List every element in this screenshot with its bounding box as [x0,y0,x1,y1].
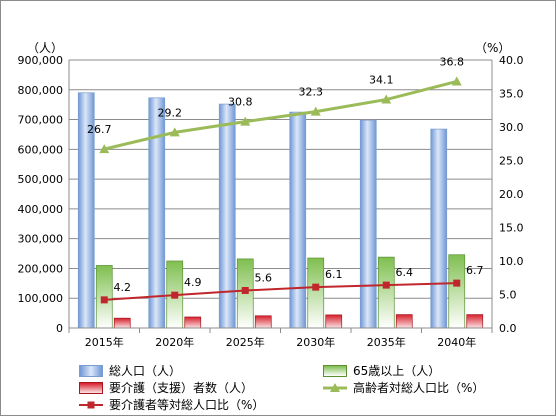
marker-elderly-ratio [451,76,462,86]
y-left-tick-label: 500,000 [18,173,64,186]
legend-label-care-ratio: 要介護者等対総人口比（%） [109,398,265,412]
legend-swatch-care-ratio [79,401,103,409]
marker-care-ratio [241,286,249,294]
bar-elderly [448,254,466,329]
line-care-ratio [104,282,457,301]
x-tick-label: 2025年 [226,335,265,349]
y-right-tick-label: 5.0 [499,289,517,302]
legend-label-care-recipients: 要介護（支援）者数（人） [109,381,254,395]
y-left-tick-label: 200,000 [18,262,64,275]
y-right-tick-label: 35.0 [499,88,524,101]
y-right-tick-label: 20.0 [499,188,524,201]
bar-total-population [218,103,236,329]
marker-elderly-ratio [381,94,392,104]
line-elderly-ratio [103,79,458,151]
marker-elderly-ratio [310,106,321,116]
data-label-elderly-ratio: 26.7 [87,123,112,136]
legend-label-total-population: 総人口（人） [109,364,182,378]
legend-label-elderly: 65歳以上（人） [353,364,441,378]
data-label-elderly-ratio: 36.8 [440,55,465,68]
chart: 0 100,000 200,000 300,000 400,000 500,000 600,… [18,41,524,349]
y-right-tick-label: 40.0 [499,54,524,67]
y-left-unit: （人） [27,41,63,55]
data-label-elderly-ratio: 34.1 [369,74,394,87]
bar-total-population [359,119,377,329]
marker-care-ratio [312,283,320,291]
marker-elderly-ratio [99,144,110,154]
y-left-tick-label: 600,000 [18,143,64,156]
bar-care-recipients [466,314,484,329]
y-right-tick-label: 15.0 [499,222,524,235]
marker-care-ratio [100,296,108,304]
y-right-unit: （%） [475,41,510,55]
data-label-care-ratio: 4.2 [114,281,132,294]
bar-care-recipients [254,315,272,329]
x-tick-label: 2035年 [367,335,406,349]
data-label-care-ratio: 6.1 [325,268,343,281]
data-label-elderly-ratio: 30.8 [228,96,253,109]
y-right-tick-label: 0.0 [499,322,517,335]
y-right-tick-label: 25.0 [499,155,524,168]
legend: 総人口（人） 65歳以上（人） 要介護（支援）者数（人） 高齢者対総人口比（%）… [79,363,519,413]
legend-swatch-elderly-ratio [323,383,347,392]
bar-care-recipients [395,314,413,329]
bar-care-recipients [113,317,131,329]
data-label-care-ratio: 5.6 [255,271,273,284]
x-tick-label: 2040年 [437,335,476,349]
y-left-tick-label: 100,000 [18,292,64,305]
y-left-tick-label: 0 [56,322,63,335]
legend-swatch-care-recipients [79,382,103,394]
y-left-tick-label: 900,000 [18,54,64,67]
marker-elderly-ratio [240,116,251,126]
data-label-elderly-ratio: 29.2 [158,106,183,119]
marker-care-ratio [171,291,179,299]
data-label-care-ratio: 4.9 [184,276,202,289]
bar-total-population [430,128,448,329]
bar-care-recipients [325,314,343,329]
data-label-care-ratio: 6.4 [396,266,414,279]
y-left-tick-label: 400,000 [18,203,64,216]
x-tick-label: 2015年 [85,335,124,349]
x-tick-label: 2030年 [296,335,335,349]
x-tick-label: 2020年 [155,335,194,349]
bar-elderly [377,256,395,329]
bar-total-population [289,111,307,329]
bar-care-recipients [184,316,202,329]
marker-care-ratio [453,279,461,287]
y-left-tick-label: 300,000 [18,233,64,246]
legend-swatch-elderly [323,365,347,377]
legend-swatch-total-population [79,365,103,377]
legend-label-elderly-ratio: 高齢者対総人口比（%） [353,381,485,395]
marker-care-ratio [382,281,390,289]
y-left-tick-label: 700,000 [18,114,64,127]
data-label-elderly-ratio: 32.3 [299,86,324,99]
y-right-tick-label: 30.0 [499,121,524,134]
marker-elderly-ratio [169,127,180,137]
data-label-care-ratio: 6.7 [466,264,484,277]
y-left-tick-label: 800,000 [18,84,64,97]
bar-elderly [307,257,325,329]
bar-total-population [148,97,166,329]
y-right-tick-label: 10.0 [499,255,524,268]
